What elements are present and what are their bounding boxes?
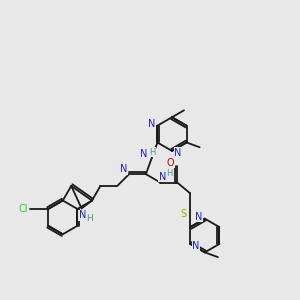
Text: N: N [195,212,203,222]
Text: N: N [148,119,155,129]
Text: N: N [174,148,182,158]
Text: H: H [86,214,93,223]
Text: N: N [193,241,200,251]
Text: N: N [159,172,166,182]
Text: H: H [166,169,172,178]
Text: O: O [167,158,174,168]
Text: S: S [180,209,186,219]
Text: H: H [149,148,156,157]
Text: N: N [79,210,86,220]
Text: N: N [140,149,147,159]
Text: N: N [120,164,128,174]
Text: Cl: Cl [19,204,28,214]
